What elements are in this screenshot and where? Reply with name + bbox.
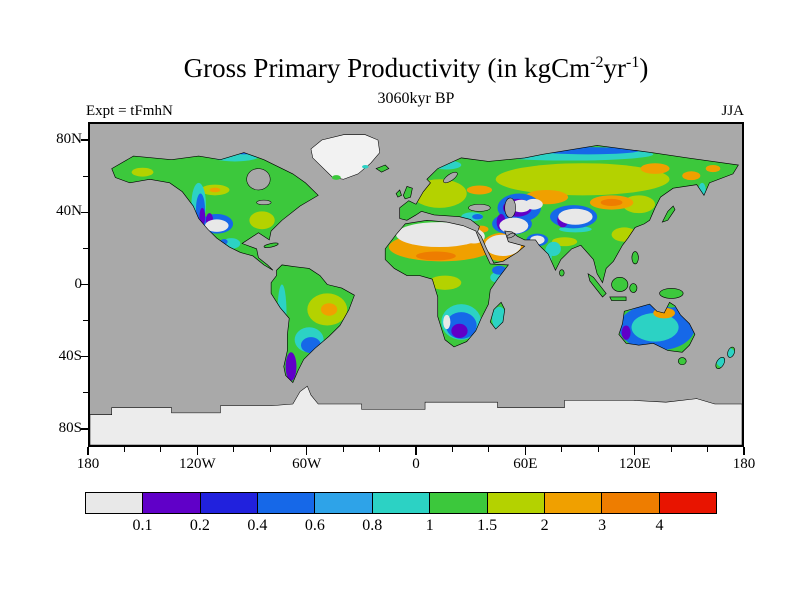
colorbar-segment: [143, 493, 201, 513]
colorbar: [85, 492, 717, 514]
colorbar-segment: [544, 493, 603, 513]
lon-major-tick: [196, 447, 199, 455]
colorbar-label: 3: [598, 517, 607, 534]
colorbar-segment: [200, 493, 259, 513]
lon-major-tick: [305, 447, 308, 455]
colorbar-label: 0.8: [362, 517, 383, 534]
lat-minor-tick: [83, 247, 88, 249]
lon-major-tick: [743, 447, 745, 455]
chart-title: Gross Primary Productivity (in kgCm-2yr-…: [88, 53, 744, 84]
australia-nz-field: [618, 300, 737, 369]
lon-minor-tick: [561, 447, 563, 452]
colorbar-label: 0.4: [247, 517, 268, 534]
colorbar-segment: [602, 493, 660, 513]
lon-major-tick: [87, 447, 89, 455]
lat-minor-tick: [83, 320, 88, 322]
antarctica-ice: [90, 385, 742, 445]
colorbar-segment: [372, 493, 431, 513]
lat-major-tick: [80, 355, 88, 358]
colorbar-label: 2: [540, 517, 549, 534]
colorbar-label: 0.2: [189, 517, 210, 534]
title-text: ): [639, 53, 649, 83]
lon-minor-tick: [342, 447, 344, 452]
lon-minor-tick: [597, 447, 599, 452]
title-text: yr: [603, 53, 627, 83]
lat-minor-tick: [83, 175, 88, 177]
colorbar-label: 0.1: [132, 517, 153, 534]
lon-major-tick: [524, 447, 527, 455]
inland-seas: [246, 168, 516, 239]
lon-major-tick: [415, 447, 417, 455]
gpp-below-0.1-deserts: [205, 198, 593, 333]
lat-minor-tick: [83, 392, 88, 394]
greenland-ice: [310, 134, 381, 180]
lat-major-tick: [80, 139, 88, 141]
colorbar-segment: [659, 493, 716, 513]
lon-tick-label: 60W: [292, 456, 322, 472]
gpp-3-4-patches: [416, 198, 623, 261]
colorbar-segment: [315, 493, 373, 513]
colorbar-label: 1.5: [477, 517, 498, 534]
lat-tick-label: 40S: [58, 347, 82, 364]
lon-tick-label: 180: [76, 456, 100, 472]
title-superscript: -1: [626, 54, 640, 71]
chart-subtitle: 3060kyr BP: [377, 90, 455, 107]
colorbar-segment: [430, 493, 488, 513]
lon-minor-tick: [233, 447, 235, 452]
lon-minor-tick: [160, 447, 162, 452]
gpp-1.5-2-patches: [131, 163, 670, 326]
lon-minor-tick: [269, 447, 271, 452]
lat-tick-label: 40N: [56, 203, 82, 220]
lon-tick-label: 120E: [618, 456, 651, 472]
greenland-coast-fringe: [362, 165, 369, 169]
colorbar-segment: [258, 493, 316, 513]
colorbar-label: 0.6: [304, 517, 325, 534]
colorbar-segment: [487, 493, 545, 513]
colorbar-segment: [86, 493, 144, 513]
lon-minor-tick: [488, 447, 490, 452]
title-superscript: -2: [590, 54, 604, 71]
lon-tick-label: 60E: [513, 456, 538, 472]
lat-major-tick: [80, 211, 88, 214]
lon-minor-tick: [123, 447, 126, 452]
lon-minor-tick: [378, 447, 381, 452]
experiment-label: Expt = tFmhN: [86, 103, 173, 119]
lat-major-tick: [80, 283, 88, 286]
lon-minor-tick: [451, 447, 454, 452]
lon-tick-label: 180: [732, 456, 756, 472]
lat-tick-label: 0: [74, 275, 83, 292]
colorbar-label: 1: [425, 517, 434, 534]
lat-major-tick: [80, 428, 88, 430]
colorbar-label: 4: [655, 517, 664, 534]
greenland-coast-fringe: [331, 175, 341, 180]
lat-tick-label: 80S: [58, 419, 82, 436]
map-frame: [88, 122, 744, 447]
title-text: Gross Primary Productivity (in kgCm: [183, 53, 591, 83]
lat-tick-label: 80N: [56, 131, 82, 148]
season-label: JJA: [721, 103, 744, 119]
lon-tick-label: 0: [412, 456, 420, 472]
lon-minor-tick: [706, 447, 709, 452]
lon-major-tick: [633, 447, 636, 455]
world-map-plot: [90, 124, 742, 445]
lon-minor-tick: [670, 447, 672, 452]
lon-tick-label: 120W: [178, 456, 216, 472]
